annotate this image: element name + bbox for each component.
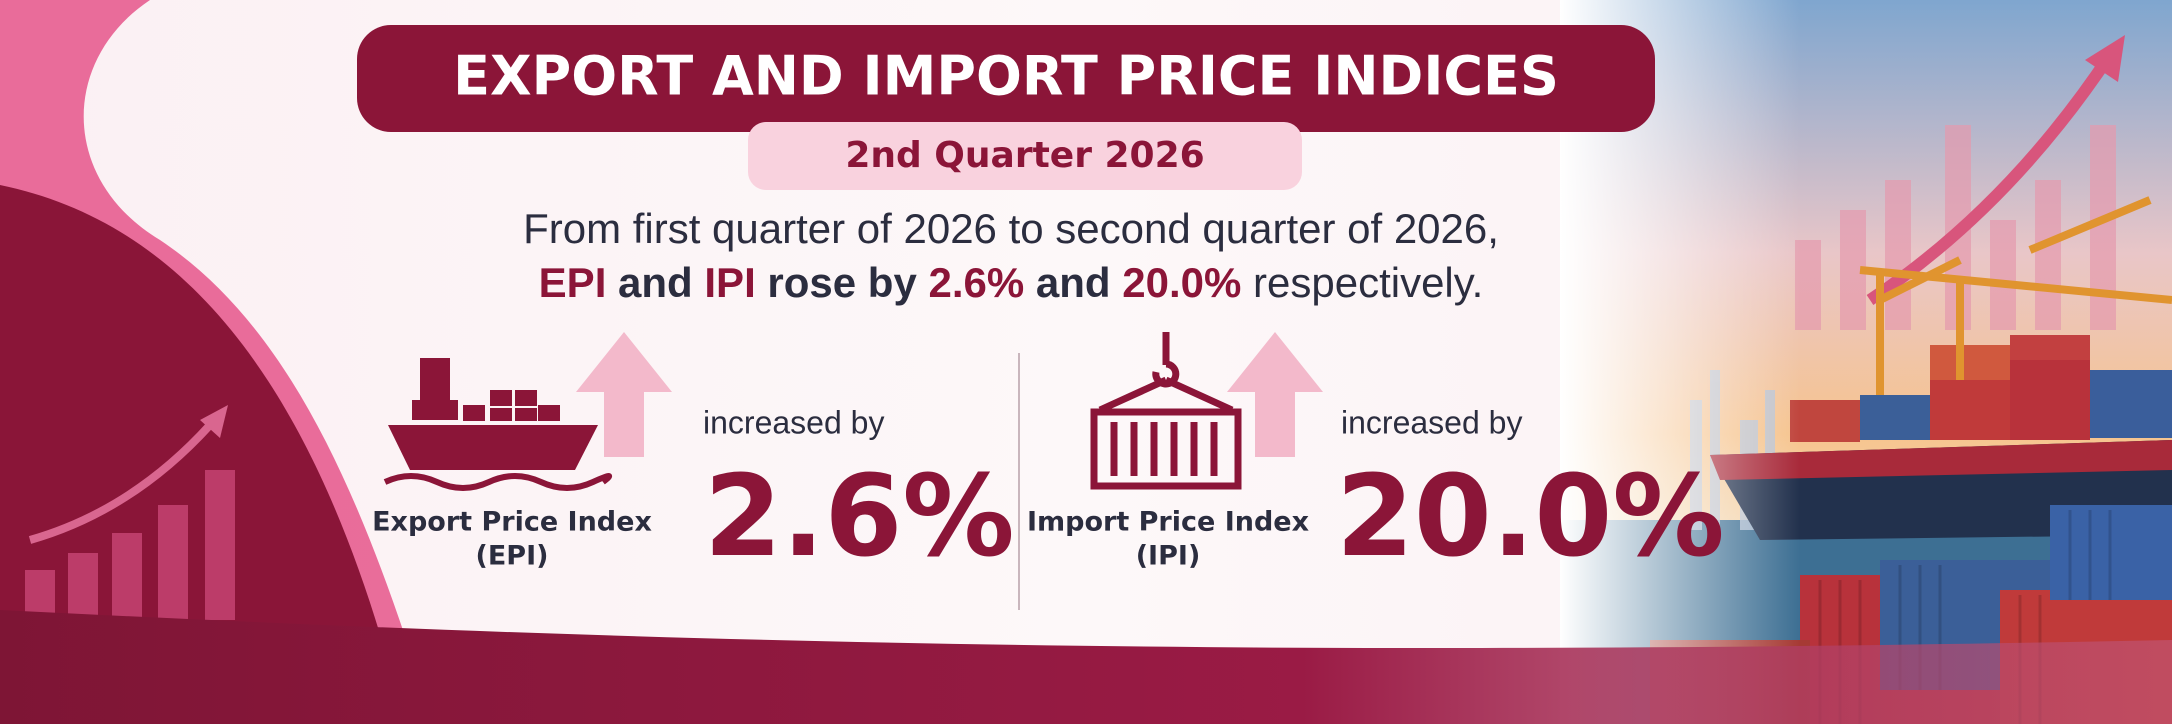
index-name: Import Price Index <box>1027 507 1309 538</box>
change-label: increased by <box>1341 404 1522 440</box>
index-name: Export Price Index <box>372 507 652 538</box>
title-banner <box>357 25 1655 132</box>
subtitle-pill <box>748 122 1302 190</box>
summary-part: and <box>618 259 693 306</box>
summary-line: From first quarter of 2026 to second qua… <box>523 205 1499 252</box>
up-arrow <box>1227 332 1323 457</box>
ship-icon <box>383 358 613 491</box>
index-abbr: (EPI) <box>476 541 549 572</box>
summary-part: 2.6% <box>929 259 1025 306</box>
summary-part: 20.0% <box>1122 259 1241 306</box>
change-value: 20.0% <box>1336 452 1725 582</box>
bottom-band <box>0 610 2172 724</box>
container-icon <box>1090 332 1242 490</box>
title: EXPORT AND IMPORT PRICE INDICES <box>453 45 1559 108</box>
summary-part: rose by <box>767 259 917 306</box>
change-value: 2.6% <box>704 452 1015 582</box>
summary-part: IPI <box>704 259 755 306</box>
summary-part: and <box>1036 259 1111 306</box>
left-decoration <box>0 0 410 651</box>
subtitle: 2nd Quarter 2026 <box>845 135 1204 176</box>
change-label: increased by <box>703 404 884 440</box>
summary-part: respectively. <box>1253 259 1483 306</box>
index-abbr: (IPI) <box>1136 541 1201 572</box>
port-scene <box>1560 0 2172 724</box>
summary-part: EPI <box>539 259 607 306</box>
summary-line: EPI and IPI rose by 2.6% and 20.0% respe… <box>539 259 1484 306</box>
up-arrow <box>576 332 672 457</box>
